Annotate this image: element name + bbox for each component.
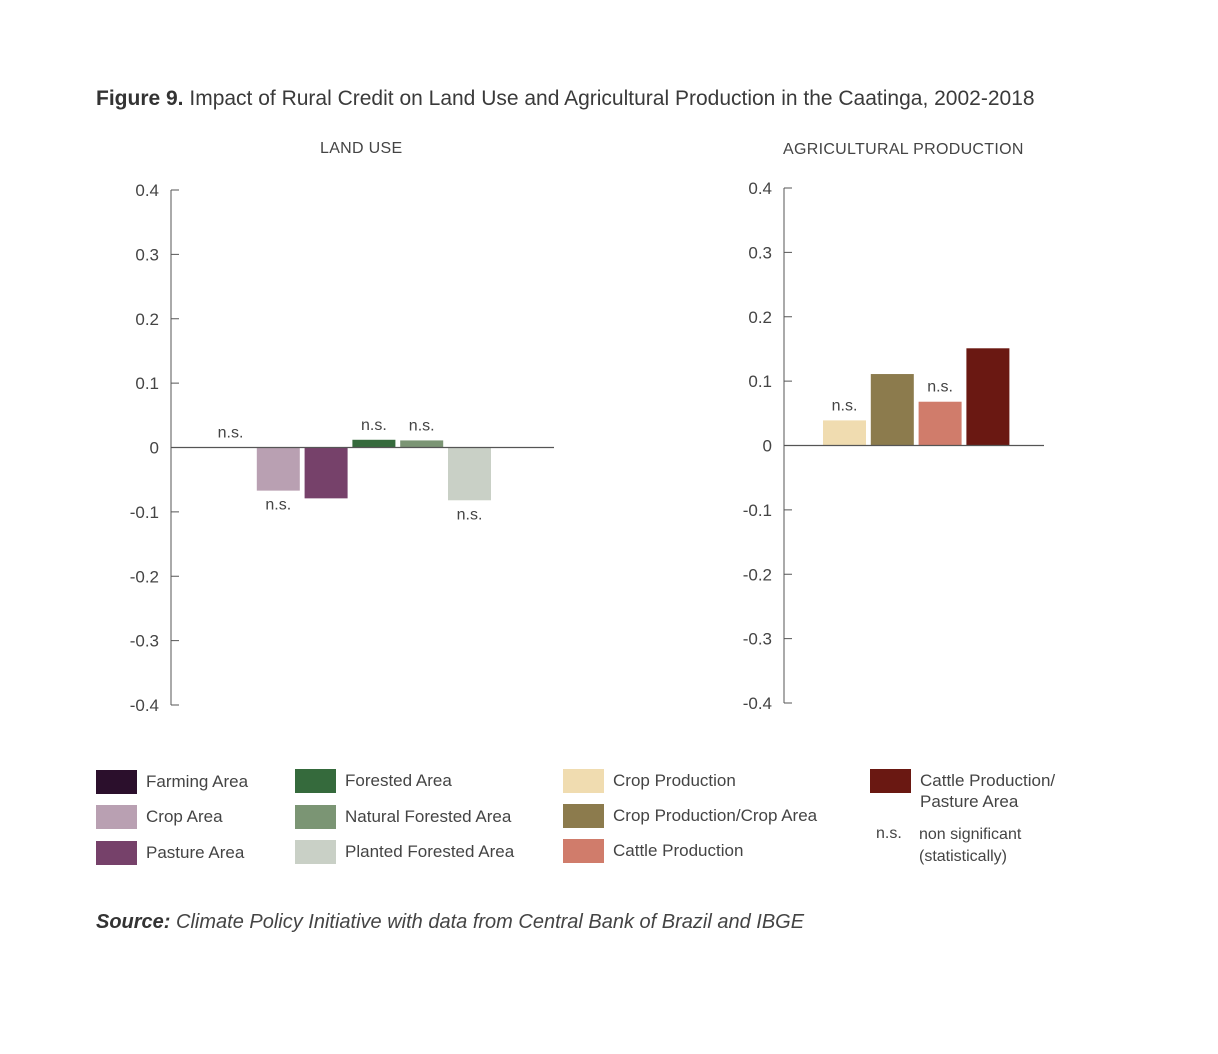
ns-key: n.s. [876,825,902,842]
land-use-y-tick-label: -0.1 [130,503,159,522]
legend-item-forested-area: Forested Area [295,769,452,793]
land-use-ns-label: n.s. [409,417,435,434]
legend-label: Crop Production [613,771,736,790]
legend-swatch [563,769,604,793]
legend-item-natural-forested-area: Natural Forested Area [295,805,511,829]
land-use-ns-label: n.s. [265,497,291,514]
land-use-bar [256,447,300,491]
legend-ns-note: n.s. non significant (statistically) [876,825,1049,868]
legend-item-pasture-area: Pasture Area [96,841,244,865]
land-use-y-tick-label: 0 [150,439,159,458]
agri-y-tick-label: -0.3 [743,630,772,649]
source-text: Climate Policy Initiative with data from… [176,911,805,933]
land-use-ns-label: n.s. [457,506,483,523]
legend-swatch [295,805,336,829]
legend-swatch [295,840,336,864]
figure-number: Figure 9. [96,87,184,110]
legend-label: Planted Forested Area [345,842,515,861]
land-use-ns-label: n.s. [361,417,387,434]
legend-item-cattle-production: Cattle Production [563,839,743,863]
agri-bar [918,401,962,446]
legend-label: Cattle Production/ Pasture Area [920,771,1056,811]
agri-bar [823,420,866,446]
land-use-bar [304,447,348,499]
land-use-bar [400,440,444,448]
agri-y-tick-label: 0.4 [748,179,772,198]
legend-item-planted-forested-area: Planted Forested Area [295,840,514,864]
agri-y-tick-label: 0.2 [748,308,772,327]
agri-ns-label: n.s. [927,379,953,396]
agri-ns-label: n.s. [832,397,858,414]
land-use-y-tick-label: 0.2 [135,310,159,329]
legend-swatch [96,841,137,865]
legend-label: Natural Forested Area [345,807,512,826]
land-use-bar [448,447,491,501]
figure-title-text: Impact of Rural Credit on Land Use and A… [189,87,1035,110]
legend-label: Crop Production/Crop Area [613,806,818,825]
agri-y-tick-label: -0.4 [743,694,772,713]
ns-description: non significant (statistically) [919,826,1022,865]
legend-item-crop-production-crop-area: Crop Production/Crop Area [563,804,817,828]
source-label: Source: [96,911,171,933]
agri-y-tick-label: -0.1 [743,501,772,520]
legend-swatch [563,804,604,828]
legend-item-farming-area: Farming Area [96,770,248,794]
legend-item-crop-area: Crop Area [96,805,223,829]
agri-bar [870,374,914,446]
land-use-y-tick-label: -0.3 [130,632,159,651]
legend-label: Crop Area [146,807,223,826]
source-note: Source: Climate Policy Initiative with d… [96,911,804,934]
land-use-y-tick-label: -0.2 [130,567,159,586]
legend-label: Farming Area [146,772,249,791]
land-use-y-tick-label: 0.1 [135,374,159,393]
legend-swatch [295,769,336,793]
land-use-y-tick-label: 0.3 [135,245,159,264]
legend-swatch [870,769,911,793]
legend-item-crop-production: Crop Production [563,769,736,793]
land-use-y-tick-label: 0.4 [135,181,159,200]
charts-canvas: 0.4 0.3 0.2 0.1 0 -0.1 -0.2 -0.3 -0.4 n.s. n.s. n.s… [130,179,1044,715]
figure-title: Figure 9. Impact of Rural Credit on Land… [96,87,1035,111]
legend-swatch [96,805,137,829]
land-use-ns-label: n.s. [218,425,244,442]
legend-label: Cattle Production [613,841,744,860]
legend-label: Pasture Area [146,843,245,862]
legend-label: Forested Area [345,771,452,790]
legend-swatch [563,839,604,863]
land-use-panel-title: LAND USE [320,140,403,157]
legend-swatch [96,770,137,794]
land-use-bar [352,439,396,448]
land-use-y-tick-label: -0.4 [130,696,159,715]
legend-item-cattle-production-pasture-area: Cattle Production/ Pasture Area [870,769,1080,812]
agri-y-tick-label: 0.1 [748,372,772,391]
agri-y-tick-label: 0 [763,437,772,456]
agri-bar [966,348,1010,446]
agri-y-tick-label: 0.3 [748,243,772,262]
agri-y-tick-label: -0.2 [743,565,772,584]
agricultural-production-panel-title: AGRICULTURAL PRODUCTION [783,141,1024,158]
